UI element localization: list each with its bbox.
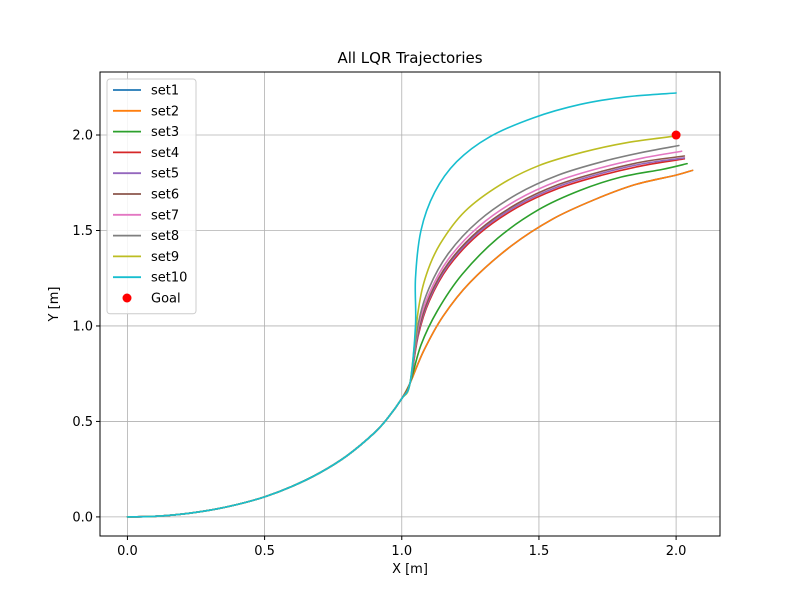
legend-label-set2: set2 <box>151 104 179 119</box>
series-lines <box>126 92 694 518</box>
y-tick-label: 1.0 <box>72 319 93 334</box>
goal-point <box>671 130 681 140</box>
legend-label-set10: set10 <box>151 271 187 286</box>
legend-label-set7: set7 <box>151 208 179 223</box>
grid-lines <box>100 72 720 536</box>
y-tick-label: 1.5 <box>72 224 93 239</box>
legend-label-set6: set6 <box>151 188 179 203</box>
legend-swatch-goal <box>122 293 132 303</box>
y-tick-label: 0.5 <box>72 415 93 430</box>
axis-ticks: 0.0 0.5 1.0 1.5 2.0 0.0 0.5 1.0 1.5 2.0 <box>72 129 686 559</box>
legend-label-set1: set1 <box>151 84 179 99</box>
legend-label-set3: set3 <box>151 125 179 140</box>
y-tick-label: 0.0 <box>72 510 93 525</box>
legend-label-set8: set8 <box>151 229 179 244</box>
x-tick-label: 2.0 <box>666 544 687 559</box>
legend: set1 set2 set3 set4 set5 set6 set7 set8 set9 set1… <box>106 78 197 315</box>
legend-label-goal: Goal <box>151 292 181 307</box>
x-tick-label: 0.5 <box>254 544 275 559</box>
x-tick-label: 1.0 <box>391 544 412 559</box>
plot-frame <box>99 71 721 537</box>
x-tick-label: 0.0 <box>117 544 138 559</box>
y-axis-label: Y [m] <box>47 287 62 323</box>
series-line-set10 <box>126 92 677 518</box>
legend-label-set4: set4 <box>151 146 179 161</box>
goal-marker-group <box>671 130 681 140</box>
legend-label-set9: set9 <box>151 250 179 265</box>
x-axis-label: X [m] <box>392 562 428 577</box>
chart-title: All LQR Trajectories <box>337 49 482 67</box>
legend-label-set5: set5 <box>151 167 179 182</box>
legend-box <box>106 78 197 315</box>
y-tick-label: 2.0 <box>72 129 93 144</box>
x-tick-label: 1.5 <box>529 544 550 559</box>
